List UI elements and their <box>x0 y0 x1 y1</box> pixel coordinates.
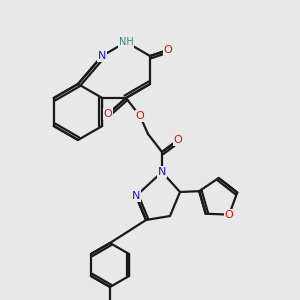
Text: O: O <box>103 109 112 119</box>
Text: N: N <box>98 51 106 61</box>
Text: O: O <box>225 210 234 220</box>
Text: O: O <box>136 111 144 121</box>
Text: O: O <box>164 45 172 55</box>
Text: NH: NH <box>118 37 134 47</box>
Text: N: N <box>158 167 166 177</box>
Text: N: N <box>132 191 140 201</box>
Text: O: O <box>174 135 182 145</box>
